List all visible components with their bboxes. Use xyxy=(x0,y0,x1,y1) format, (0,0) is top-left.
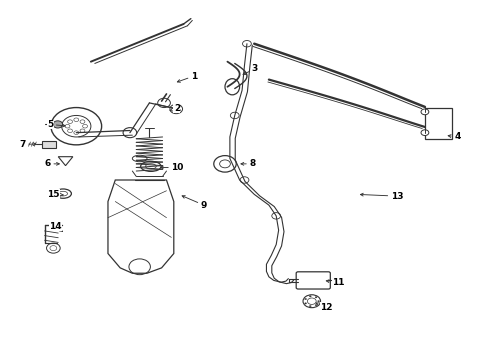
Text: 5: 5 xyxy=(47,120,65,129)
Circle shape xyxy=(304,303,306,304)
Text: 12: 12 xyxy=(315,303,332,312)
Text: 13: 13 xyxy=(360,192,403,201)
Text: 14: 14 xyxy=(49,222,62,231)
Text: 11: 11 xyxy=(325,278,344,287)
Text: 4: 4 xyxy=(447,132,460,141)
Circle shape xyxy=(317,301,319,302)
FancyBboxPatch shape xyxy=(42,140,56,148)
Circle shape xyxy=(240,177,248,183)
Bar xyxy=(424,108,451,139)
Circle shape xyxy=(309,296,310,297)
Text: 7: 7 xyxy=(19,140,36,149)
Text: 3: 3 xyxy=(243,64,258,75)
Text: 6: 6 xyxy=(44,159,59,168)
Circle shape xyxy=(420,109,428,115)
Circle shape xyxy=(304,298,306,300)
Circle shape xyxy=(271,213,280,219)
Circle shape xyxy=(53,121,62,128)
Circle shape xyxy=(242,41,251,47)
Circle shape xyxy=(314,297,316,298)
Text: 10: 10 xyxy=(160,163,183,172)
Text: 1: 1 xyxy=(177,72,197,82)
Text: 15: 15 xyxy=(47,190,63,199)
Text: 9: 9 xyxy=(182,195,206,210)
Text: 8: 8 xyxy=(241,159,255,168)
Text: 2: 2 xyxy=(170,104,180,113)
Circle shape xyxy=(420,130,428,135)
Circle shape xyxy=(309,305,310,307)
Circle shape xyxy=(230,112,239,119)
Circle shape xyxy=(314,305,316,306)
